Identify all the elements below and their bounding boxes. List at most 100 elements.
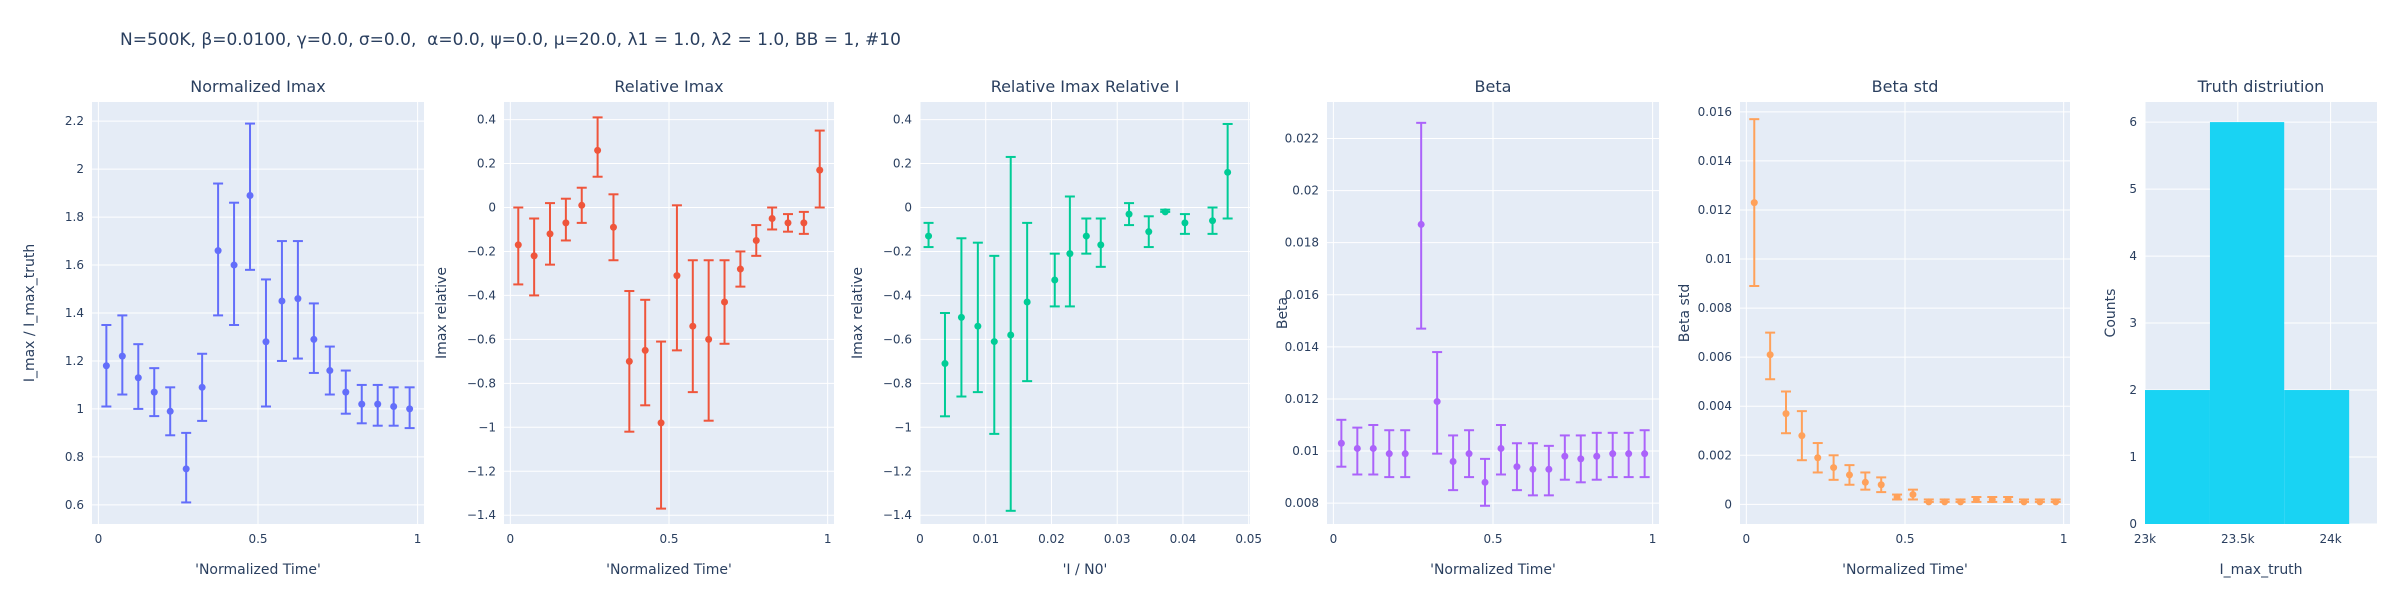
data-point	[1161, 208, 1169, 216]
x-tick-label: 23k	[2134, 532, 2156, 546]
data-point	[1145, 228, 1153, 236]
data-point	[1353, 444, 1361, 452]
data-point	[1369, 444, 1377, 452]
y-tick-label: 0.4	[893, 113, 912, 127]
data-point	[1877, 481, 1885, 489]
data-point	[1782, 410, 1790, 418]
data-point	[974, 322, 982, 330]
x-tick-label: 1	[824, 532, 832, 546]
x-tick-label: 1	[414, 532, 422, 546]
data-point	[214, 247, 222, 255]
subplot-title: Relative Imax Relative I	[991, 77, 1180, 96]
data-point	[689, 322, 697, 330]
data-point	[1641, 450, 1649, 458]
data-point	[1750, 199, 1758, 207]
plot-area	[920, 102, 1250, 524]
data-point	[2052, 498, 2060, 506]
x-tick-label: 0	[95, 532, 103, 546]
data-point	[342, 388, 350, 396]
y-axis-label: I_max / I_max_truth	[22, 244, 38, 382]
data-point	[925, 232, 933, 240]
y-tick-label: −0.8	[467, 376, 496, 390]
x-tick-label: 0.5	[1483, 532, 1502, 546]
x-tick-label: 0.5	[248, 532, 267, 546]
data-point	[1481, 478, 1489, 486]
y-tick-label: 0.2	[893, 157, 912, 171]
data-point	[562, 219, 570, 227]
subplot-title: Truth distriution	[2197, 77, 2325, 96]
data-point	[102, 362, 110, 370]
data-point	[941, 360, 949, 368]
data-point	[166, 407, 174, 415]
data-point	[736, 265, 744, 273]
subplot-4: 0.008 0.01 0.012 0.014 0.016 0.018 0.02 0.022 0 0…	[1275, 77, 1659, 578]
data-point	[1417, 220, 1425, 228]
data-point	[1830, 464, 1838, 472]
y-tick-label: −1.4	[467, 508, 496, 522]
y-tick-label: −1.2	[467, 464, 496, 478]
y-tick-label: 0.016	[1285, 288, 1319, 302]
data-point	[1861, 478, 1869, 486]
y-tick-label: 0.008	[1698, 301, 1732, 315]
data-point	[1941, 498, 1949, 506]
y-tick-label: 0.004	[1698, 399, 1732, 413]
y-tick-label: 0.012	[1285, 392, 1319, 406]
subplot-title: Relative Imax	[614, 77, 723, 96]
data-point	[1181, 219, 1189, 227]
y-tick-label: 0.8	[65, 450, 84, 464]
x-axis-label: 'Normalized Time'	[606, 562, 732, 578]
y-tick-label: 0.006	[1698, 350, 1732, 364]
data-point	[800, 219, 808, 227]
y-tick-label: −0.6	[883, 332, 912, 346]
data-point	[1209, 217, 1217, 225]
data-point	[278, 297, 286, 305]
y-tick-label: 0	[904, 201, 912, 215]
data-point	[752, 236, 760, 244]
y-tick-label: 1.6	[65, 258, 84, 272]
data-point	[390, 403, 398, 411]
data-point	[1798, 432, 1806, 440]
data-point	[1814, 454, 1822, 462]
data-point	[721, 298, 729, 306]
y-tick-label: 2.2	[65, 114, 84, 128]
data-point	[1766, 351, 1774, 359]
data-point	[1224, 168, 1232, 176]
data-point	[816, 166, 824, 174]
data-point	[1625, 450, 1633, 458]
data-point	[1125, 210, 1133, 218]
y-tick-label: 1.2	[65, 354, 84, 368]
data-point	[1561, 452, 1569, 460]
data-point	[784, 219, 792, 227]
y-tick-label: 1	[76, 402, 84, 416]
y-tick-label: 0	[488, 201, 496, 215]
subplot-title: Beta std	[1872, 77, 1939, 96]
y-tick-label: 0.2	[477, 157, 496, 171]
error-bar	[972, 241, 983, 394]
x-axis-label: I_max_truth	[2219, 562, 2302, 578]
data-point	[1337, 439, 1345, 447]
y-tick-label: −0.2	[883, 244, 912, 258]
data-point	[1051, 276, 1059, 284]
data-point	[198, 383, 206, 391]
data-point	[673, 272, 681, 280]
subplot-3: −1.4 −1.2 −1 −0.8 −0.6 −0.4 −0.2 0 0.2 0.4 0 0.01 0.…	[850, 77, 1262, 578]
data-point	[150, 388, 158, 396]
data-point	[1893, 493, 1901, 501]
data-point	[1385, 450, 1393, 458]
y-tick-label: −0.4	[883, 288, 912, 302]
data-point	[1957, 498, 1965, 506]
x-axis-label: 'Normalized Time'	[1842, 562, 1968, 578]
x-tick-label: 0	[507, 532, 515, 546]
histogram-bar	[2145, 390, 2210, 524]
data-point	[594, 146, 602, 154]
data-point	[657, 419, 665, 427]
y-tick-label: 0	[1724, 497, 1732, 511]
y-tick-label: −1	[478, 420, 496, 434]
data-point	[641, 346, 649, 354]
data-point	[230, 261, 238, 269]
subplot-1: 0.6 0.8 1 1.2 1.4 1.6 1.8 2 2.2 0 0.5 1 Normalized I…	[22, 77, 424, 578]
data-point	[1097, 241, 1105, 249]
data-point	[1449, 457, 1457, 465]
subplot-title: Normalized Imax	[190, 77, 325, 96]
data-point	[2004, 495, 2012, 503]
